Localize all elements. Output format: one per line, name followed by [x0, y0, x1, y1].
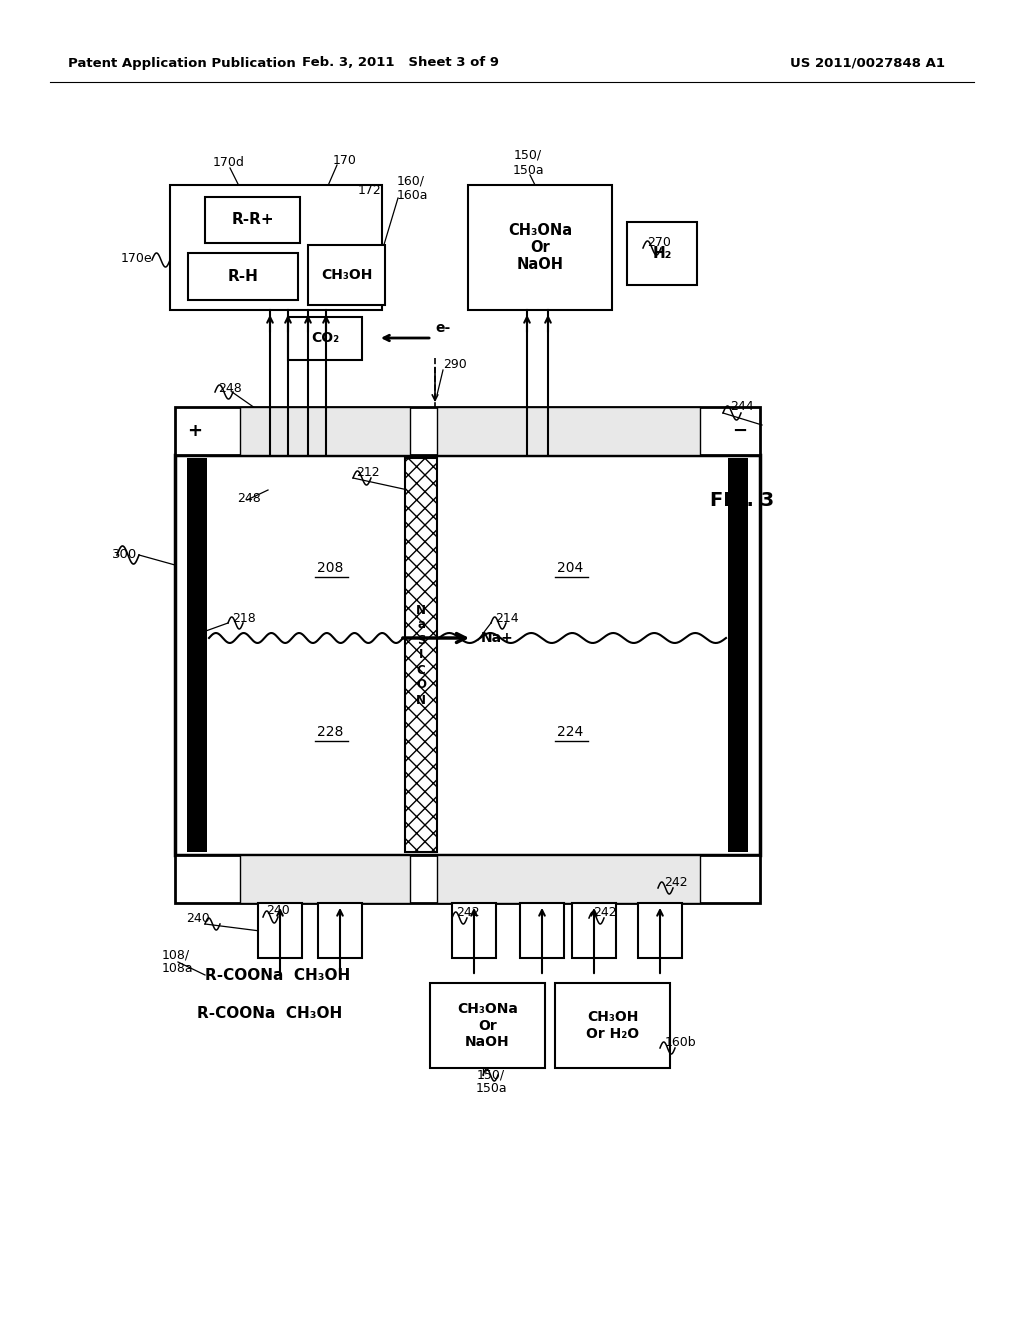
Text: R-H: R-H: [227, 269, 258, 284]
Text: 172: 172: [358, 183, 382, 197]
Bar: [240, 407, 410, 455]
Text: CH₃OH
Or H₂O: CH₃OH Or H₂O: [586, 1010, 639, 1040]
Text: 170: 170: [333, 153, 357, 166]
Bar: [175, 855, 760, 903]
Text: 160b: 160b: [665, 1036, 696, 1049]
Bar: [468, 185, 612, 310]
Text: 290: 290: [443, 359, 467, 371]
Text: 242: 242: [664, 875, 688, 888]
Text: 300: 300: [112, 549, 137, 561]
Bar: [430, 983, 545, 1068]
Bar: [175, 455, 760, 855]
Text: R-COONa  CH₃OH: R-COONa CH₃OH: [205, 968, 350, 982]
Text: 240: 240: [186, 912, 210, 924]
Text: CH₃OH: CH₃OH: [321, 268, 372, 282]
Text: Feb. 3, 2011   Sheet 3 of 9: Feb. 3, 2011 Sheet 3 of 9: [301, 57, 499, 70]
Text: R-R+: R-R+: [231, 213, 273, 227]
Text: 270: 270: [647, 235, 671, 248]
Bar: [205, 197, 300, 243]
Bar: [170, 185, 382, 310]
Bar: [555, 983, 670, 1068]
Text: 108/: 108/: [162, 949, 190, 961]
Text: 108a: 108a: [162, 961, 194, 974]
Text: 218: 218: [232, 611, 256, 624]
Text: 224: 224: [557, 725, 583, 739]
Text: 204: 204: [557, 561, 583, 576]
Bar: [437, 855, 700, 903]
Text: H₂: H₂: [652, 246, 672, 261]
Text: 208: 208: [316, 561, 343, 576]
Text: CO₂: CO₂: [311, 331, 339, 346]
Text: 170e: 170e: [121, 252, 152, 264]
Text: 242: 242: [593, 906, 616, 919]
Bar: [520, 903, 564, 958]
Text: 212: 212: [356, 466, 380, 479]
Bar: [188, 253, 298, 300]
Text: Patent Application Publication: Patent Application Publication: [68, 57, 296, 70]
Bar: [437, 407, 700, 455]
Bar: [728, 458, 748, 851]
Bar: [406, 458, 437, 851]
Bar: [572, 903, 616, 958]
Text: 228: 228: [316, 725, 343, 739]
Text: 160/
160a: 160/ 160a: [397, 174, 428, 202]
Text: CH₃ONa
Or
NaOH: CH₃ONa Or NaOH: [457, 1002, 518, 1048]
Text: R-COONa  CH₃OH: R-COONa CH₃OH: [198, 1006, 343, 1020]
Bar: [627, 222, 697, 285]
Bar: [187, 458, 207, 851]
Text: 248: 248: [237, 491, 261, 504]
Bar: [308, 246, 385, 305]
Text: −: −: [732, 422, 748, 440]
Bar: [240, 855, 410, 903]
Text: 242: 242: [456, 906, 479, 919]
Text: 240: 240: [266, 903, 290, 916]
Bar: [288, 317, 362, 360]
Text: 248: 248: [218, 381, 242, 395]
Text: CH₃ONa
Or
NaOH: CH₃ONa Or NaOH: [508, 223, 572, 272]
Text: 244: 244: [730, 400, 754, 413]
Bar: [638, 903, 682, 958]
Text: 150/
150a: 150/ 150a: [512, 149, 544, 177]
Bar: [452, 903, 496, 958]
Text: N
a
S
I
C
O
N: N a S I C O N: [416, 603, 426, 706]
Text: FIG. 3: FIG. 3: [710, 491, 774, 510]
Bar: [258, 903, 302, 958]
Text: Na+: Na+: [480, 631, 513, 645]
Bar: [175, 407, 760, 455]
Text: 214: 214: [495, 611, 518, 624]
Bar: [318, 903, 362, 958]
Text: +: +: [187, 422, 203, 440]
Text: 150a: 150a: [475, 1081, 507, 1094]
Text: 150/: 150/: [477, 1068, 505, 1081]
Text: e-: e-: [435, 321, 451, 335]
Text: US 2011/0027848 A1: US 2011/0027848 A1: [790, 57, 945, 70]
Text: 170d: 170d: [213, 157, 245, 169]
